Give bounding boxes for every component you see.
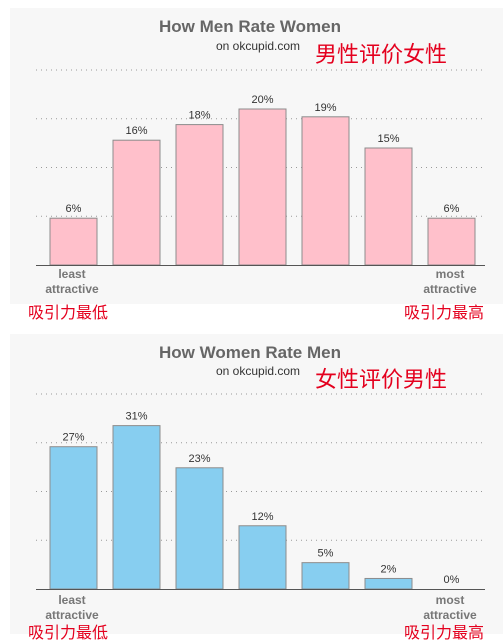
bar-chart: 6% 16% 18% 20% 19% 15% 6% <box>36 69 485 266</box>
axis-start-label-line-2: attractive <box>45 608 99 622</box>
chart-annotation-cn: 女性评价男性 <box>315 368 448 393</box>
axis-start-label-line-1: least <box>58 267 86 281</box>
data-label: 0% <box>444 574 460 586</box>
data-label: 31% <box>125 411 147 423</box>
bar-4 <box>238 525 287 590</box>
bar-2 <box>112 425 161 590</box>
chart-subtitle: on okcupid.com <box>216 39 301 53</box>
bar-1 <box>49 217 98 266</box>
data-label: 15% <box>377 133 399 145</box>
chart-annotation-cn: 男性评价女性 <box>315 43 448 68</box>
data-label: 5% <box>318 548 334 560</box>
axis-start-label-cn: 吸引力最低 <box>28 303 109 322</box>
bar-1 <box>49 446 98 590</box>
bar-2 <box>112 139 161 266</box>
axis-start-label-cn: 吸引力最低 <box>28 623 109 642</box>
axis-end-label-line-1: most <box>435 267 465 281</box>
axis-end-label-cn: 吸引力最高 <box>404 623 485 642</box>
axis-end-label: most attractive <box>410 593 490 623</box>
axis-start-label-line-2: attractive <box>45 282 99 296</box>
chart-title: How Men Rate Women <box>159 17 341 36</box>
bar-6 <box>364 577 413 590</box>
chart-subtitle: on okcupid.com <box>216 364 301 378</box>
chart-panel-men-rate-women: How Men Rate Women on okcupid.com 男性评价女性… <box>10 8 503 322</box>
bar-5 <box>301 562 350 590</box>
data-label: 2% <box>381 563 397 575</box>
data-label: 23% <box>188 453 210 465</box>
axis-start-label: least attractive <box>32 267 112 297</box>
axis-start-label: least attractive <box>32 593 112 623</box>
bar-3 <box>175 124 224 266</box>
data-label: 27% <box>62 432 84 444</box>
data-label: 19% <box>314 102 336 114</box>
bar-3 <box>175 467 224 590</box>
chart-panel-women-rate-men: How Women Rate Men on okcupid.com 女性评价男性… <box>10 334 503 642</box>
bar-5 <box>301 116 350 266</box>
bar-4 <box>238 108 287 266</box>
data-label: 6% <box>66 203 82 215</box>
axis-start-label-line-1: least <box>58 593 86 607</box>
axis-end-label: most attractive <box>410 267 490 297</box>
data-label: 6% <box>444 203 460 215</box>
axis-end-label-line-2: attractive <box>423 608 477 622</box>
axis-end-label-cn: 吸引力最高 <box>404 303 485 322</box>
bar-chart: 27% 31% 23% 12% 5% 2% 0% <box>36 393 485 590</box>
bar-7 <box>427 217 476 266</box>
bar-6 <box>364 147 413 266</box>
data-label: 18% <box>188 110 210 122</box>
data-label: 20% <box>251 94 273 106</box>
data-label: 16% <box>125 125 147 137</box>
axis-end-label-line-2: attractive <box>423 282 477 296</box>
chart-title: How Women Rate Men <box>159 343 341 362</box>
axis-end-label-line-1: most <box>435 593 465 607</box>
data-label: 12% <box>251 511 273 523</box>
